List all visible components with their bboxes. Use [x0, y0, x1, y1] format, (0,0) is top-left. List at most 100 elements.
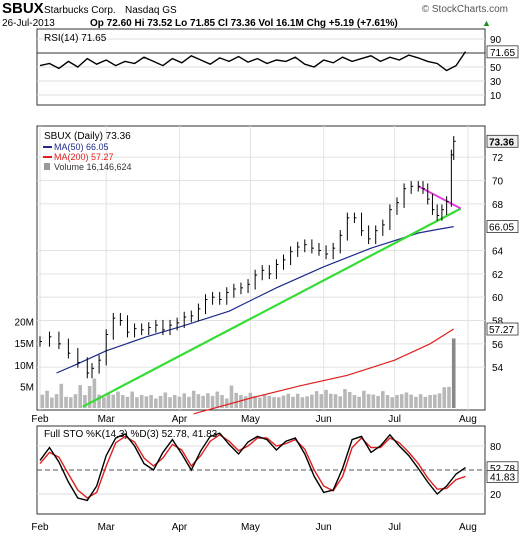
tick-label: 56: [492, 340, 504, 351]
volume-bar: [135, 397, 139, 408]
x-axis-label: Mar: [98, 522, 116, 533]
volume-bar: [324, 389, 328, 408]
volume-bar: [267, 395, 272, 408]
volume-bar: [59, 383, 64, 408]
tick-label: 10: [490, 91, 502, 102]
x-axis-label: Feb: [31, 414, 49, 425]
support-trendline: [82, 207, 462, 408]
tick-label: 60: [492, 293, 504, 304]
volume-bar: [291, 396, 295, 408]
volume-bar: [191, 390, 196, 408]
volume-bar: [286, 393, 291, 408]
value-badge: [486, 322, 519, 336]
volume-bar: [404, 392, 409, 408]
tick-label: 20: [490, 490, 502, 501]
volume-bar: [399, 394, 404, 408]
volume-bar: [206, 393, 210, 408]
tick-label: 73.36: [489, 137, 514, 148]
tick-label: 50: [490, 63, 502, 74]
x-axis-label: Jun: [316, 414, 332, 425]
volume-tick-label: 10M: [15, 361, 34, 372]
volume-bar: [210, 395, 215, 408]
tick-label: 62: [492, 270, 504, 281]
price-legend-title: SBUX (Daily) 73.36: [44, 131, 131, 142]
value-badge: [486, 45, 519, 59]
price-legend: SBUX (Daily) 73.36 MA(50) 66.05 MA(200) …: [43, 131, 132, 172]
volume-bar: [362, 390, 366, 408]
volume-bar: [357, 396, 361, 408]
x-axis-label: May: [241, 522, 260, 533]
rsi-line: [39, 51, 467, 72]
exchange: Nasdaq GS: [125, 5, 177, 16]
tick-label: 41.83: [490, 473, 515, 484]
volume-bar: [172, 395, 177, 408]
volume-bar: [423, 396, 428, 408]
volume-legend-swatch: [44, 163, 50, 170]
volume-bar: [102, 397, 106, 408]
volume-bar: [376, 395, 380, 408]
tick-label: 54: [492, 363, 504, 374]
volume-bar: [305, 396, 309, 408]
ma200-legend: MA(200) 57.27: [54, 152, 114, 162]
quote-summary: Op 72.60 Hi 73.52 Lo 71.85 Cl 73.36 Vol …: [90, 18, 398, 29]
volume-bar: [78, 385, 82, 408]
volume-bar: [380, 391, 385, 408]
volume-bar: [125, 396, 130, 408]
volume-bar: [139, 395, 144, 408]
volume-bar: [418, 394, 423, 408]
x-axis-label: Jul: [388, 414, 401, 425]
volume-bar: [447, 386, 451, 408]
volume-bar: [130, 391, 135, 408]
volume-bar: [248, 392, 253, 408]
volume-tick-label: 20M: [15, 318, 34, 329]
tick-label: 71.65: [490, 48, 515, 59]
ma200-line: [193, 328, 455, 415]
quote-date: 26-Jul-2013: [2, 18, 55, 29]
volume-bar: [144, 396, 149, 408]
volume-bar: [343, 388, 347, 408]
volume-bar: [366, 394, 371, 408]
volume-bar: [371, 394, 376, 408]
volume-bar: [73, 394, 78, 408]
volume-bar: [87, 385, 92, 408]
volume-bar: [50, 397, 54, 408]
x-axis-label: Jun: [316, 522, 332, 533]
volume-bar: [414, 396, 418, 408]
x-axis-label: Apr: [172, 522, 188, 533]
volume-bar: [442, 387, 447, 408]
volume-bar: [106, 393, 111, 408]
volume-bar: [314, 391, 319, 408]
rsi-panel: 90 71.65 50 30 10 RSI(14) 71.65: [36, 28, 519, 106]
volume-bar: [83, 395, 87, 408]
volume-tick-label: 15M: [15, 339, 34, 350]
x-axis-label: Aug: [459, 414, 477, 425]
value-badge: [486, 470, 519, 483]
volume-bar: [253, 395, 257, 408]
x-axis-label: May: [241, 414, 260, 425]
volume-bar: [338, 396, 343, 408]
volume-bar: [64, 396, 68, 408]
tick-label: 66.05: [489, 223, 514, 234]
volume-bar: [437, 393, 442, 408]
volume-bar: [163, 392, 168, 408]
x-axis-label: Feb: [31, 522, 49, 533]
company-name: Starbucks Corp.: [44, 5, 116, 16]
volume-bar: [272, 397, 276, 408]
volume-bar: [390, 397, 395, 408]
volume-bar: [116, 391, 120, 408]
volume-bar: [182, 393, 187, 408]
value-badge: [486, 134, 519, 148]
value-badge: [486, 220, 519, 233]
volume-bar: [68, 397, 73, 408]
volume-bar: [428, 395, 432, 408]
volume-bar: [187, 396, 191, 408]
volume-bar: [295, 393, 300, 408]
volume-legend: Volume 16,146,624: [54, 162, 132, 172]
volume-bar: [224, 398, 229, 408]
volume-bar: [97, 394, 101, 408]
volume-bar: [328, 393, 333, 408]
volume-bar: [433, 394, 437, 408]
tick-label: 58: [492, 317, 504, 328]
volume-bar: [229, 385, 234, 408]
